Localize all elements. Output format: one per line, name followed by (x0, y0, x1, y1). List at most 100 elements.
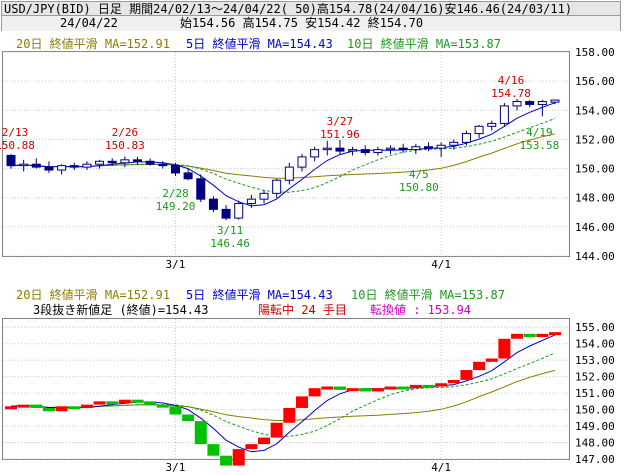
y-tick-label-bottom: 147.00 (575, 453, 615, 466)
legend-bottom-ma10: 10日 終値平滑 MA=153.87 (351, 288, 505, 302)
renko-brick (144, 401, 157, 405)
renko-brick (182, 414, 195, 422)
candle-body (284, 166, 294, 181)
header-ohlc: 始154.56 高154.75 安154.42 終154.70 (180, 16, 424, 30)
candle-body (322, 147, 332, 151)
renko-brick (169, 406, 182, 415)
annotation-value: 150.80 (399, 181, 439, 194)
renko-brick (156, 404, 169, 408)
candle-body (525, 101, 535, 105)
candle-body (398, 147, 408, 151)
renko-brick (5, 406, 17, 410)
renko-brick (435, 383, 448, 387)
annotation-value: 151.96 (320, 128, 360, 141)
candle-body (246, 198, 256, 205)
candle-body (348, 149, 358, 152)
renko-brick (346, 388, 359, 392)
y-tick-label: 144.00 (575, 250, 615, 263)
candle-body (145, 160, 155, 165)
renko-brick (93, 401, 106, 405)
header-ohlc-bar: 24/04/22 始154.56 高154.75 安154.42 終154.70 (1, 16, 621, 31)
legend-ma20: 20日 終値平滑 MA=152.91 (16, 37, 170, 51)
y-tick-label: 146.00 (575, 221, 615, 234)
y-tick-label-bottom: 151.00 (575, 387, 615, 400)
y-tick-label-bottom: 148.00 (575, 437, 615, 450)
candle-body (499, 105, 509, 124)
renko-brick (308, 388, 321, 397)
candle-body (411, 146, 421, 151)
annotation-date: 2/13 (2, 126, 29, 139)
y-tick-label-bottom: 149.00 (575, 420, 615, 433)
candle-body (69, 165, 79, 168)
annotation-value: 146.46 (210, 237, 250, 250)
y-tick-label: 156.00 (575, 75, 615, 88)
renko-brick (397, 386, 410, 390)
candle-body (360, 149, 370, 154)
renko-brick (232, 449, 245, 466)
candle-body (107, 160, 117, 164)
candle-body (44, 166, 54, 171)
legend-ma5: 5日 終値平滑 MA=154.43 (186, 37, 333, 51)
renko-brick (42, 407, 55, 412)
renko-brick (68, 406, 81, 410)
annotation-date: 3/11 (217, 224, 244, 237)
y-tick-label-bottom: 154.00 (575, 338, 615, 351)
candle-body (512, 101, 522, 107)
y-tick-label: 158.00 (575, 46, 615, 59)
annotation-date: 3/27 (327, 115, 354, 128)
annotation-date: 2/28 (162, 187, 189, 200)
candle-body (234, 203, 244, 219)
candle-body (196, 178, 206, 200)
candle-body (449, 141, 459, 146)
annotation-date: 4/5 (409, 168, 429, 181)
kagi-label: 3段抜き新値足 (終値)=154.43 (33, 303, 216, 317)
annotation-date: 2/26 (112, 126, 139, 139)
candle-body (19, 163, 29, 167)
candle-body (120, 159, 130, 164)
renko-brick (258, 437, 271, 445)
candle-body (373, 149, 383, 154)
renko-brick (473, 361, 486, 371)
annotation-value: 154.78 (491, 87, 531, 100)
renko-brick (194, 421, 207, 445)
renko-brick (283, 407, 296, 423)
renko-brick (80, 404, 93, 408)
legend-bottom-ma5: 5日 終値平滑 MA=154.43 (186, 288, 333, 302)
y-tick-label-bottom: 152.00 (575, 371, 615, 384)
kagi-status: 陽転中 24 手目 (258, 303, 347, 317)
candle-body (386, 147, 396, 151)
candle-body (487, 122, 497, 127)
renko-brick (523, 333, 536, 338)
annotation-value: 150.83 (105, 139, 145, 152)
header-bar: USD/JPY(BID) 日足 期間24/02/13～24/04/22( 50)… (1, 1, 621, 16)
ma10-line (10, 117, 556, 193)
candle-body (183, 172, 193, 180)
annotation-date: 4/19 (526, 126, 553, 139)
y-tick-label-bottom: 155.00 (575, 321, 615, 334)
candle-body (537, 101, 547, 105)
annotation-value: 153.58 (519, 139, 559, 152)
candle-body (95, 160, 105, 165)
renko-brick (333, 386, 346, 390)
candle-body (170, 165, 180, 174)
y-tick-label: 154.00 (575, 104, 615, 117)
candle-body (550, 99, 560, 103)
renko-brick (536, 333, 549, 338)
candle-body (474, 125, 484, 135)
renko-brick (270, 422, 283, 438)
y-tick-label: 150.00 (575, 163, 615, 176)
candle-body (57, 165, 67, 171)
ma5-line-bottom (10, 334, 556, 453)
ma5-line (10, 102, 556, 207)
candle-body (31, 163, 41, 168)
candle-body (272, 179, 282, 194)
candle-body (133, 159, 143, 162)
legend-bottom-ma20: 20日 終値平滑 MA=152.91 (16, 288, 170, 302)
renko-brick (30, 404, 43, 408)
candle-body (82, 163, 92, 168)
candle-body (221, 208, 231, 219)
y-tick-label: 152.00 (575, 133, 615, 146)
renko-brick (485, 358, 498, 362)
renko-brick (118, 399, 131, 403)
